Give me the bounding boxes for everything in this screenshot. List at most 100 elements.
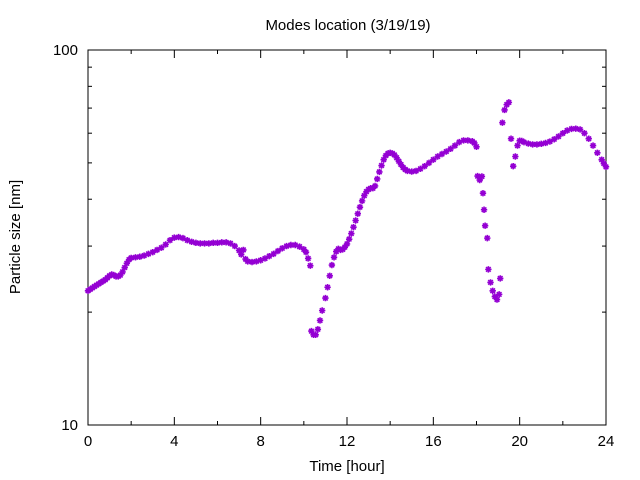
- x-tick-label: 8: [256, 433, 264, 450]
- data-point: [324, 284, 331, 291]
- data-point: [495, 291, 503, 298]
- data-point: [480, 206, 488, 213]
- data-point: [505, 99, 513, 106]
- data-point: [287, 241, 295, 249]
- data-point: [117, 271, 124, 279]
- data-point: [322, 294, 329, 302]
- data-point: [326, 272, 333, 279]
- data-point: [542, 139, 549, 147]
- data-point: [341, 243, 349, 251]
- data-point: [171, 234, 178, 241]
- data-point: [214, 239, 221, 247]
- data-point: [192, 239, 200, 247]
- data-point: [594, 149, 601, 156]
- data-point: [348, 230, 355, 237]
- x-tick-label: 12: [339, 433, 356, 450]
- x-tick-label: 4: [170, 433, 178, 450]
- data-point: [491, 293, 499, 300]
- data-point: [589, 142, 597, 149]
- data-point: [600, 160, 608, 167]
- x-tick-label: 16: [425, 433, 442, 450]
- data-point: [378, 162, 385, 169]
- data-point: [231, 242, 238, 250]
- data-point: [512, 153, 519, 160]
- data-point: [127, 254, 135, 262]
- data-point: [551, 136, 558, 143]
- data-point: [581, 129, 588, 137]
- data-point: [533, 141, 541, 148]
- data-point: [358, 197, 366, 205]
- data-point: [471, 139, 478, 147]
- data-point: [354, 210, 361, 217]
- data-point: [240, 246, 247, 254]
- data-point: [404, 167, 411, 175]
- data-point: [350, 223, 357, 231]
- data-point: [474, 172, 481, 180]
- data-point: [270, 250, 277, 258]
- data-point: [473, 143, 480, 150]
- data-point: [238, 251, 245, 258]
- data-point: [227, 240, 234, 247]
- x-tick-label: 20: [511, 433, 528, 450]
- data-point: [546, 138, 554, 145]
- data-point: [479, 190, 487, 197]
- data-point: [393, 154, 400, 161]
- data-point: [507, 135, 515, 142]
- data-point: [499, 119, 506, 126]
- data-point: [197, 240, 204, 247]
- data-point: [121, 264, 128, 271]
- data-point: [218, 239, 226, 246]
- data-point: [235, 247, 243, 254]
- data-point: [520, 138, 528, 146]
- data-point: [188, 238, 195, 245]
- data-point: [343, 240, 351, 248]
- data-point: [478, 173, 486, 180]
- data-point: [374, 175, 381, 183]
- chart-title: Modes location (3/19/19): [265, 17, 430, 34]
- data-point: [248, 258, 256, 266]
- data-point: [205, 240, 213, 247]
- data-point: [166, 237, 174, 244]
- data-point: [283, 242, 290, 250]
- data-point: [514, 142, 521, 149]
- data-point: [408, 168, 415, 175]
- x-axis-label: Time [hour]: [309, 458, 384, 475]
- data-point: [493, 296, 501, 303]
- data-point: [538, 140, 545, 148]
- data-point: [300, 246, 308, 253]
- data-point: [132, 254, 139, 261]
- data-point: [476, 176, 483, 184]
- data-point: [602, 163, 610, 171]
- data-point: [464, 137, 472, 144]
- data-point: [145, 250, 152, 258]
- data-point: [395, 158, 402, 165]
- data-point: [460, 137, 467, 144]
- data-point: [274, 247, 282, 255]
- data-point: [201, 240, 208, 247]
- data-point: [572, 125, 579, 132]
- data-point: [140, 252, 148, 259]
- data-point: [292, 241, 299, 249]
- data-point: [308, 327, 315, 335]
- data-point: [123, 260, 131, 267]
- data-point: [222, 239, 230, 246]
- data-point: [598, 156, 605, 163]
- data-point: [497, 275, 504, 282]
- data-point: [447, 145, 454, 153]
- data-point: [430, 156, 437, 163]
- data-point: [485, 266, 492, 273]
- data-point: [314, 326, 322, 333]
- data-point: [568, 125, 575, 133]
- data-point: [481, 222, 489, 229]
- data-point: [318, 307, 326, 314]
- data-point: [162, 241, 169, 248]
- data-point: [266, 252, 273, 260]
- data-point: [484, 234, 491, 242]
- data-point: [209, 239, 217, 247]
- x-tick-label: 24: [598, 433, 615, 450]
- data-point: [559, 129, 567, 137]
- x-tick-label: 0: [84, 433, 92, 450]
- data-point: [555, 133, 562, 140]
- data-point: [417, 165, 424, 173]
- data-point: [304, 255, 312, 262]
